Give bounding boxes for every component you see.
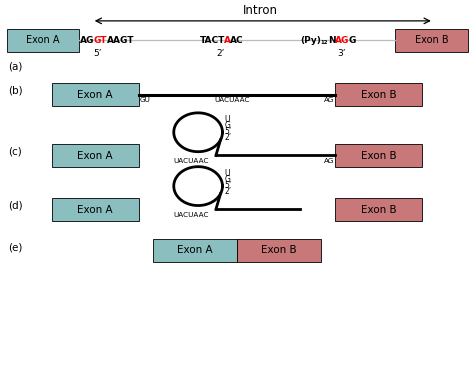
Text: Exon B: Exon B [261, 245, 297, 255]
Text: (d): (d) [9, 200, 23, 211]
Text: Exon A: Exon A [77, 205, 113, 215]
Text: 3’: 3’ [337, 49, 346, 58]
Text: G: G [348, 36, 356, 45]
Text: 2’: 2’ [225, 133, 232, 142]
Text: 2’: 2’ [225, 187, 232, 196]
Text: GT: GT [94, 36, 107, 45]
FancyBboxPatch shape [52, 198, 138, 221]
Text: AG: AG [336, 36, 350, 45]
FancyBboxPatch shape [7, 29, 79, 51]
FancyBboxPatch shape [336, 144, 422, 168]
Text: (c): (c) [9, 147, 22, 157]
Text: AC: AC [230, 36, 244, 45]
Text: Exon A: Exon A [77, 90, 113, 100]
Text: (Py): (Py) [300, 36, 321, 45]
Text: UACUAAC: UACUAAC [215, 97, 250, 103]
Text: (a): (a) [9, 62, 23, 72]
Text: Exon A: Exon A [77, 151, 113, 161]
FancyBboxPatch shape [52, 144, 138, 168]
Text: Exon B: Exon B [361, 205, 397, 215]
Text: 12: 12 [320, 40, 328, 45]
Text: AG: AG [80, 36, 94, 45]
Text: AAGT: AAGT [107, 36, 134, 45]
Text: A: A [224, 36, 231, 45]
Text: (e): (e) [9, 243, 23, 253]
FancyBboxPatch shape [336, 198, 422, 221]
Text: G: G [225, 175, 231, 184]
Text: Exon B: Exon B [361, 90, 397, 100]
Text: (b): (b) [9, 86, 23, 96]
Text: 2’: 2’ [216, 49, 224, 58]
Text: AG: AG [323, 158, 334, 164]
FancyBboxPatch shape [395, 29, 468, 51]
Text: U: U [225, 115, 230, 124]
Text: 5’: 5’ [225, 181, 232, 190]
Text: Exon B: Exon B [415, 35, 448, 45]
Text: Exon A: Exon A [177, 245, 213, 255]
Text: AG: AG [323, 97, 334, 103]
Text: Exon A: Exon A [26, 35, 60, 45]
Text: 5’: 5’ [225, 127, 232, 136]
Text: N: N [328, 36, 336, 45]
Text: GU: GU [139, 97, 150, 103]
FancyBboxPatch shape [336, 83, 422, 106]
Text: TACT: TACT [200, 36, 225, 45]
Text: UACUAAC: UACUAAC [174, 212, 209, 218]
FancyBboxPatch shape [237, 239, 321, 262]
Text: Exon B: Exon B [361, 151, 397, 161]
Text: UACUAAC: UACUAAC [174, 158, 209, 164]
Text: U: U [225, 168, 230, 178]
FancyBboxPatch shape [52, 83, 138, 106]
Text: G: G [225, 121, 231, 130]
Text: Intron: Intron [243, 4, 278, 17]
FancyBboxPatch shape [153, 239, 237, 262]
Text: 5’: 5’ [93, 49, 102, 58]
